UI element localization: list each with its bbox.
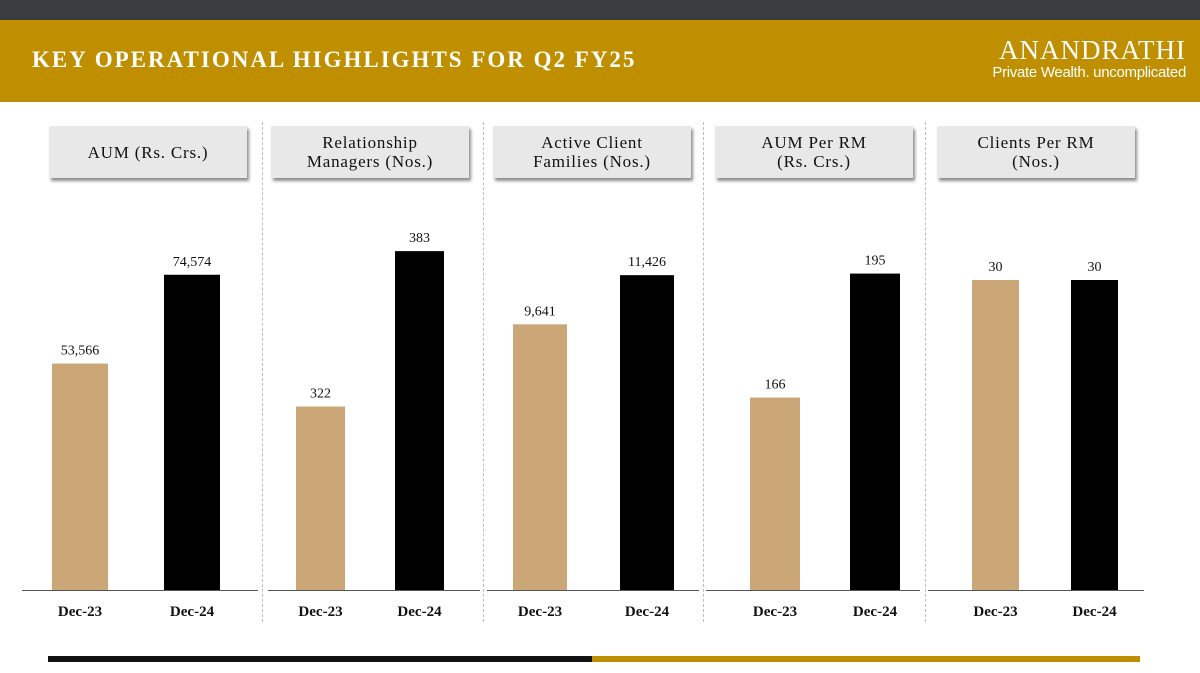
data-label: 195 bbox=[865, 254, 886, 269]
bar-dec-23 bbox=[513, 324, 567, 590]
chart-title: AUM Per RM (Rs. Crs.) bbox=[715, 126, 913, 178]
chart-panel: Clients Per RM (Nos.) 30 Dec-23 30 Dec-24 bbox=[928, 118, 1144, 630]
chart-panel: AUM (Rs. Crs.) 53,566 Dec-23 74,574 Dec-24 bbox=[22, 118, 258, 630]
logo-tagline: Private Wealth. uncomplicated bbox=[992, 64, 1186, 81]
category-label: Dec-23 bbox=[753, 604, 797, 620]
bar-chart: 322 Dec-23 383 Dec-24 bbox=[268, 231, 480, 620]
page-title: KEY OPERATIONAL HIGHLIGHTS FOR Q2 FY25 bbox=[32, 47, 637, 72]
bar-dec-23 bbox=[52, 363, 108, 590]
category-label: Dec-23 bbox=[58, 604, 102, 620]
chart-title: Relationship Managers (Nos.) bbox=[271, 126, 469, 178]
company-logo: ANANDRATHI Private Wealth. uncomplicated bbox=[992, 36, 1186, 82]
category-label: Dec-24 bbox=[170, 604, 215, 620]
bar-dec-24 bbox=[620, 275, 674, 590]
category-label: Dec-24 bbox=[1072, 604, 1117, 620]
category-label: Dec-23 bbox=[973, 604, 1017, 620]
bar-chart: 9,641 Dec-23 11,426 Dec-24 bbox=[487, 255, 699, 620]
logo-brand: ANANDRATHI bbox=[999, 35, 1186, 65]
data-label: 30 bbox=[1088, 260, 1102, 275]
window-top-bar bbox=[0, 0, 1200, 20]
bar-dec-24 bbox=[1071, 280, 1118, 590]
bar-chart: 166 Dec-23 195 Dec-24 bbox=[706, 254, 920, 620]
panel-divider bbox=[703, 122, 704, 622]
bar-dec-24 bbox=[850, 273, 900, 590]
panel-divider bbox=[925, 122, 926, 622]
category-label: Dec-24 bbox=[853, 604, 898, 620]
panel-divider bbox=[262, 122, 263, 622]
bar-dec-24 bbox=[395, 251, 444, 590]
data-label: 9,641 bbox=[524, 304, 556, 319]
data-label: 11,426 bbox=[628, 255, 666, 270]
bar-chart: 30 Dec-23 30 Dec-24 bbox=[928, 260, 1144, 620]
chart-title: Clients Per RM (Nos.) bbox=[937, 126, 1135, 178]
category-label: Dec-24 bbox=[397, 604, 442, 620]
slide-header: KEY OPERATIONAL HIGHLIGHTS FOR Q2 FY25 A… bbox=[0, 20, 1200, 102]
bar-dec-23 bbox=[296, 406, 345, 590]
data-label: 322 bbox=[310, 387, 331, 402]
chart-title: Active Client Families (Nos.) bbox=[493, 126, 691, 178]
chart-title: AUM (Rs. Crs.) bbox=[49, 126, 247, 178]
data-label: 383 bbox=[409, 231, 430, 246]
panel-divider bbox=[483, 122, 484, 622]
bar-dec-24 bbox=[164, 274, 220, 590]
category-label: Dec-23 bbox=[298, 604, 342, 620]
bar-dec-23 bbox=[750, 397, 800, 590]
data-label: 166 bbox=[765, 378, 786, 393]
data-label: 74,574 bbox=[173, 255, 212, 270]
data-label: 30 bbox=[989, 260, 1003, 275]
chart-panel: AUM Per RM (Rs. Crs.) 166 Dec-23 195 Dec-24 bbox=[706, 118, 920, 630]
data-label: 53,566 bbox=[61, 344, 100, 359]
bar-chart: 53,566 Dec-23 74,574 Dec-24 bbox=[22, 255, 258, 620]
footer-bar-gold bbox=[592, 656, 1140, 662]
chart-panel: Active Client Families (Nos.) 9,641 Dec-23… bbox=[487, 118, 699, 630]
footer-bar-black bbox=[48, 656, 592, 662]
chart-panel: Relationship Managers (Nos.) 322 Dec-23 383… bbox=[268, 118, 480, 630]
bar-dec-23 bbox=[972, 280, 1019, 590]
category-label: Dec-24 bbox=[625, 604, 670, 620]
category-label: Dec-23 bbox=[518, 604, 562, 620]
